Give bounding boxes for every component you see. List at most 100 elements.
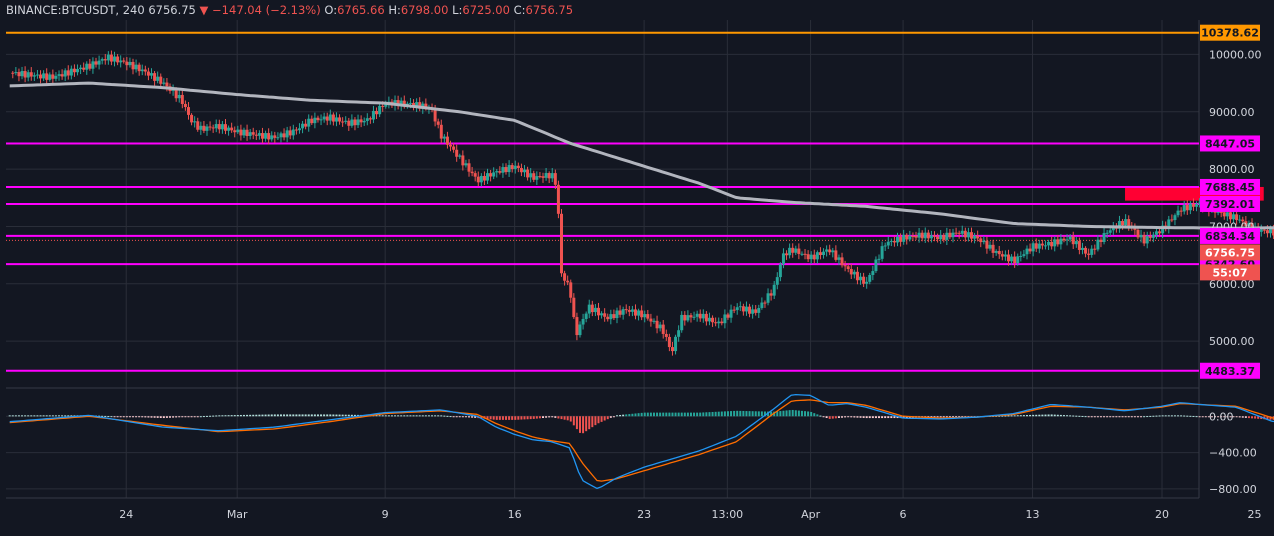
- macd-histogram-bar: [239, 414, 242, 417]
- macd-histogram-bar: [575, 416, 578, 430]
- candle-body: [825, 249, 829, 252]
- macd-histogram-bar: [542, 416, 545, 419]
- macd-histogram-bar: [723, 411, 726, 417]
- candle-body: [1158, 231, 1162, 234]
- macd-histogram-bar: [622, 414, 625, 417]
- close-label: C:: [513, 3, 526, 17]
- candle-body: [1167, 219, 1171, 229]
- candle-body: [828, 249, 832, 253]
- candle-body: [689, 315, 693, 318]
- candle-body: [865, 281, 869, 284]
- macd-histogram-bar: [1238, 416, 1241, 418]
- candle-body: [1148, 236, 1152, 238]
- candle-body: [140, 69, 144, 72]
- macd-histogram-bar: [261, 414, 264, 417]
- macd-histogram-bar: [159, 416, 162, 418]
- macd-histogram-bar: [406, 415, 409, 417]
- candle-body: [917, 232, 921, 238]
- macd-histogram-bar: [785, 410, 788, 417]
- price-tick-label: 8000.00: [1209, 163, 1255, 176]
- macd-histogram-bar: [1177, 415, 1180, 417]
- candle-body: [405, 103, 409, 105]
- macd-histogram-bar: [563, 416, 566, 420]
- candle-body: [911, 235, 915, 237]
- macd-histogram-bar: [1210, 416, 1213, 418]
- macd-histogram-bar: [70, 415, 73, 417]
- candle-body: [837, 257, 841, 260]
- candle-body: [445, 136, 449, 145]
- macd-histogram-bar: [862, 416, 865, 418]
- macd-histogram-bar: [816, 414, 819, 417]
- macd-histogram-bar: [471, 416, 474, 418]
- macd-histogram-bar: [1013, 415, 1016, 417]
- macd-histogram-bar: [572, 416, 575, 426]
- price-badge: [1200, 362, 1260, 379]
- macd-histogram-bar: [933, 416, 936, 418]
- candle-body: [1080, 247, 1084, 250]
- candle-body: [190, 114, 194, 123]
- price-badge-label: 4483.37: [1205, 365, 1255, 378]
- macd-histogram-bar: [178, 416, 181, 418]
- candle-body: [20, 71, 24, 77]
- macd-histogram-bar: [218, 415, 221, 417]
- candle-body: [550, 173, 554, 179]
- candle-body: [116, 56, 120, 63]
- candle-body: [42, 73, 46, 79]
- macd-histogram-bar: [800, 410, 803, 417]
- macd-histogram-bar: [1016, 415, 1019, 417]
- time-tick-label: Mar: [227, 508, 248, 521]
- macd-histogram-bar: [175, 416, 178, 418]
- macd-histogram-bar: [720, 411, 723, 417]
- candle-body: [791, 247, 795, 253]
- macd-histogram-bar: [705, 412, 708, 417]
- candle-body: [1133, 228, 1137, 230]
- macd-histogram-bar: [896, 416, 899, 419]
- candle-body: [609, 314, 613, 320]
- macd-histogram-bar: [1025, 415, 1028, 417]
- candle-body: [815, 252, 819, 260]
- candle-body: [328, 114, 332, 121]
- macd-histogram-bar: [21, 415, 24, 417]
- macd-histogram-bar: [61, 415, 64, 417]
- macd-histogram-bar: [147, 416, 150, 418]
- candle-body: [1124, 219, 1128, 226]
- candle-body: [966, 232, 970, 238]
- macd-histogram-bar: [865, 416, 868, 419]
- candle-body: [1074, 241, 1078, 245]
- macd-histogram-bar: [338, 414, 341, 417]
- macd-histogram-bar: [1127, 416, 1130, 418]
- macd-histogram-bar: [760, 411, 763, 417]
- macd-histogram-bar: [378, 415, 381, 417]
- macd-histogram-bar: [286, 414, 289, 417]
- candle-body: [1034, 243, 1038, 249]
- candle-body: [652, 320, 656, 322]
- candle-body: [618, 310, 622, 315]
- macd-histogram-bar: [606, 416, 609, 420]
- macd-histogram-bar: [1121, 416, 1124, 418]
- macd-histogram-bar: [468, 416, 471, 418]
- candle-body: [1161, 225, 1165, 234]
- candle-body: [600, 313, 604, 316]
- macd-histogram-bar: [551, 416, 554, 418]
- candle-body: [707, 317, 711, 322]
- macd-histogram-bar: [1173, 415, 1176, 417]
- candle-body: [436, 121, 440, 125]
- macd-histogram-bar: [1004, 415, 1007, 417]
- macd-histogram-bar: [14, 415, 17, 417]
- macd-histogram-bar: [1204, 416, 1207, 418]
- candle-body: [288, 130, 292, 136]
- macd-histogram-bar: [545, 416, 548, 418]
- symbol-title[interactable]: BINANCE:BTCUSDT, 240: [6, 3, 145, 17]
- candle-body: [1105, 232, 1109, 234]
- macd-histogram-bar: [939, 416, 942, 418]
- macd-histogram-bar: [881, 416, 884, 419]
- macd-histogram-bar: [144, 416, 147, 418]
- candle-body: [452, 146, 456, 150]
- macd-histogram-bar: [588, 416, 591, 430]
- candle-body: [125, 61, 129, 66]
- candle-body: [23, 71, 27, 78]
- candle-body: [781, 253, 785, 265]
- macd-histogram-bar: [677, 412, 680, 417]
- candle-body: [732, 309, 736, 311]
